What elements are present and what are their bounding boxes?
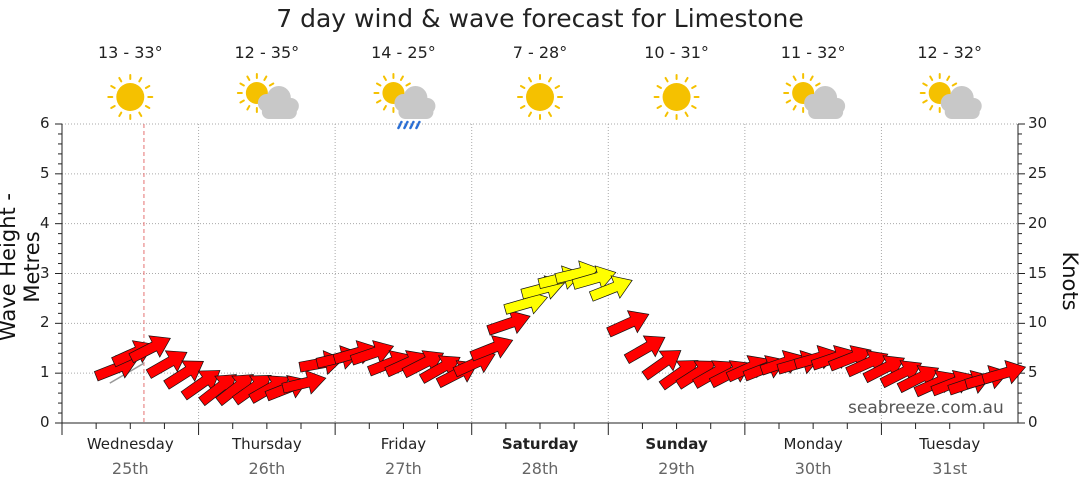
day-date-label: 31st <box>932 459 968 478</box>
wind-arrow <box>623 335 666 364</box>
day-temperature: 12 - 32° <box>917 43 983 62</box>
chart-grid <box>62 123 1018 423</box>
y-tick-label-right: 10 <box>1028 313 1048 332</box>
y-axis-right-label: Wind Speed - Knots <box>1058 251 1080 311</box>
y-tick-label-right: 30 <box>1028 114 1048 132</box>
day-date-label: 28th <box>521 459 559 478</box>
wind-series <box>93 260 1027 407</box>
partly-cloudy-icon <box>236 73 299 119</box>
weather-icons <box>107 73 982 130</box>
day-date-label: 27th <box>385 459 422 478</box>
y-tick-label-right: 5 <box>1028 363 1038 382</box>
day-temperature: 14 - 25° <box>371 43 436 62</box>
y-tick-label-left: 3 <box>40 263 50 282</box>
day-temperature: 12 - 35° <box>234 43 300 62</box>
y-tick-label-right: 20 <box>1028 213 1048 232</box>
wind-arrow <box>641 350 682 381</box>
chart-title: 7 day wind & wave forecast for Limestone <box>276 4 804 33</box>
wind-arrow <box>469 335 514 362</box>
wind-arrow <box>571 265 617 290</box>
wind-arrow <box>349 340 395 366</box>
day-temperature: 11 - 32° <box>780 43 846 62</box>
day-name-label: Wednesday <box>86 435 174 453</box>
day-name-label: Friday <box>380 435 427 453</box>
sun-icon <box>517 74 563 120</box>
day-name-label: Thursday <box>231 435 302 453</box>
partly-cloudy-icon <box>919 73 982 119</box>
day-temperature: 10 - 31° <box>644 43 709 62</box>
rain-cloud-icon <box>373 73 436 130</box>
day-name-label: Saturday <box>501 435 579 453</box>
wind-arrow <box>128 335 171 364</box>
y-tick-label-left: 1 <box>40 363 50 382</box>
wind-arrow <box>588 275 633 302</box>
y-tick-label-left: 6 <box>40 114 50 132</box>
day-temperature: 7 - 28° <box>512 43 568 62</box>
y-tick-label-left: 2 <box>40 313 50 332</box>
day-name-label: Tuesday <box>919 435 981 453</box>
day-name-label: Sunday <box>645 435 708 453</box>
y-tick-label-left: 0 <box>40 413 50 431</box>
y-tick-label-right: 25 <box>1028 163 1048 182</box>
watermark: seabreeze.com.au <box>848 398 1004 418</box>
sun-icon <box>107 74 154 120</box>
sun-icon <box>653 74 700 120</box>
day-date-label: 25th <box>111 459 149 478</box>
wind-arrow <box>606 310 650 338</box>
wind-arrow <box>281 369 327 395</box>
wind-arrow <box>180 370 221 401</box>
day-date-label: 29th <box>658 459 695 478</box>
wind-arrow <box>486 310 531 336</box>
day-date-label: 30th <box>794 459 832 478</box>
y-axis-left-label: Wave Height - Metres <box>0 193 44 341</box>
y-tick-label-right: 0 <box>1028 413 1038 431</box>
y-tick-label-left: 5 <box>40 163 50 182</box>
y-tick-label-right: 15 <box>1028 263 1048 282</box>
day-temperature: 13 - 33° <box>97 43 163 62</box>
partly-cloudy-icon <box>783 73 846 119</box>
wind-arrow <box>981 359 1027 385</box>
day-date-label: 26th <box>248 459 286 478</box>
day-name-label: Monday <box>783 435 843 453</box>
y-tick-label-left: 4 <box>40 213 50 232</box>
